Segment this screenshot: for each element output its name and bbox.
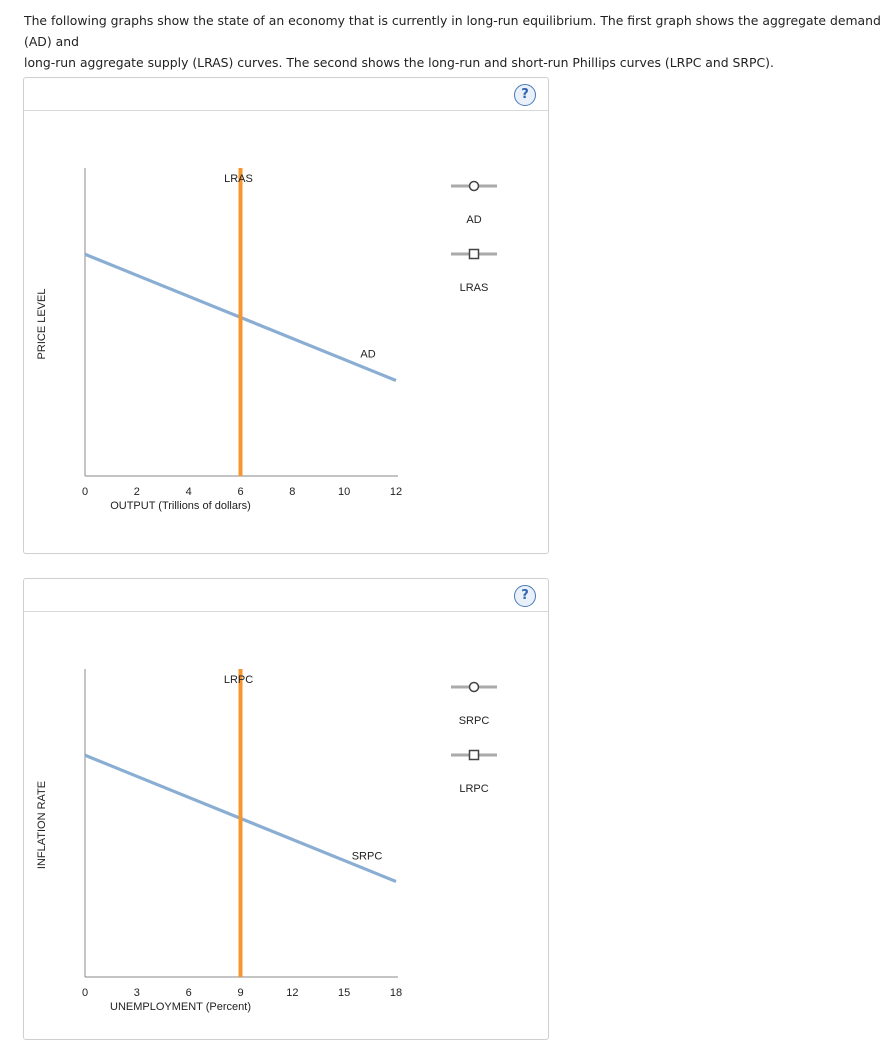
curve-label-lrpc: LRPC <box>224 674 253 686</box>
y-axis-label: INFLATION RATE <box>36 781 48 869</box>
x-tick-label: 15 <box>338 987 350 999</box>
legend-ad-label: AD <box>466 214 481 226</box>
x-axis-label: UNEMPLOYMENT (Percent) <box>110 1001 251 1013</box>
x-tick-label: 12 <box>286 987 298 999</box>
help-icon[interactable]: ? <box>514 585 536 607</box>
x-tick-label: 10 <box>338 486 350 498</box>
x-tick-label: 18 <box>390 987 402 999</box>
legend-lras-square-marker <box>468 248 480 260</box>
help-icon[interactable]: ? <box>514 84 536 106</box>
panel-toolbar <box>24 78 548 111</box>
x-tick-label: 9 <box>237 987 243 999</box>
panel-toolbar <box>24 579 548 612</box>
x-tick-label: 12 <box>390 486 402 498</box>
legend-ad-circle-marker <box>468 180 480 192</box>
x-tick-label: 6 <box>237 486 243 498</box>
curve-label-lras: LRAS <box>224 173 253 185</box>
x-tick-label: 8 <box>289 486 295 498</box>
curve-label-ad: AD <box>360 349 375 361</box>
legend-srpc-circle-marker <box>468 681 480 693</box>
x-tick-label: 4 <box>186 486 192 498</box>
x-axis-label: OUTPUT (Trillions of dollars) <box>110 500 251 512</box>
y-axis-label: PRICE LEVEL <box>36 289 48 360</box>
legend-lrpc-square-marker <box>468 749 480 761</box>
x-tick-label: 3 <box>134 987 140 999</box>
legend-srpc-label: SRPC <box>459 715 490 727</box>
curve-label-srpc: SRPC <box>352 851 383 863</box>
ad-lras-panel: ? PRICE LEVEL 0 2 4 6 8 10 12 OUTPUT (Trillions … <box>23 77 549 554</box>
phillips-panel: ? INFLATION RATE 0 3 6 9 12 15 18 UNEMPLOYMENT (… <box>23 578 549 1040</box>
x-tick-label: 6 <box>186 987 192 999</box>
ad-lras-chart[interactable]: PRICE LEVEL 0 2 4 6 8 10 12 OUTPUT (Trillions of… <box>24 78 548 553</box>
x-tick-label: 2 <box>134 486 140 498</box>
x-tick-label: 0 <box>82 987 88 999</box>
intro-line-2: long-run aggregate supply (LRAS) curves.… <box>24 55 774 70</box>
intro-line-1: The following graphs show the state of a… <box>24 13 881 49</box>
legend-lras-label: LRAS <box>460 282 489 294</box>
x-tick-label: 0 <box>82 486 88 498</box>
legend-lrpc-label: LRPC <box>459 783 488 795</box>
phillips-chart[interactable]: INFLATION RATE 0 3 6 9 12 15 18 UNEMPLOYMENT (Pe… <box>24 579 548 1039</box>
intro-text: The following graphs show the state of a… <box>24 10 884 73</box>
